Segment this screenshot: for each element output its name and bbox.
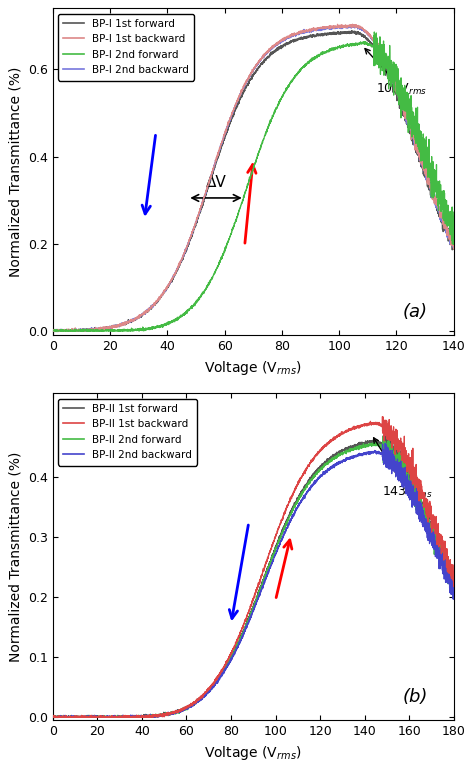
Text: 143V$_{rms}$: 143V$_{rms}$ — [374, 438, 433, 500]
Text: (a): (a) — [403, 303, 428, 321]
Text: 108V$_{rms}$: 108V$_{rms}$ — [365, 49, 428, 96]
Y-axis label: Normalized Transmittance (%): Normalized Transmittance (%) — [9, 451, 22, 662]
X-axis label: Voltage (V$_{rms}$): Voltage (V$_{rms}$) — [204, 359, 302, 377]
Y-axis label: Normalized Transmittance (%): Normalized Transmittance (%) — [9, 66, 22, 277]
Legend: BP-II 1st forward, BP-II 1st backward, BP-II 2nd forward, BP-II 2nd backward: BP-II 1st forward, BP-II 1st backward, B… — [58, 399, 197, 466]
X-axis label: Voltage (V$_{rms}$): Voltage (V$_{rms}$) — [204, 744, 302, 762]
Text: ΔV: ΔV — [206, 175, 227, 190]
Text: (b): (b) — [402, 688, 428, 706]
Legend: BP-I 1st forward, BP-I 1st backward, BP-I 2nd forward, BP-I 2nd backward: BP-I 1st forward, BP-I 1st backward, BP-… — [58, 14, 194, 81]
